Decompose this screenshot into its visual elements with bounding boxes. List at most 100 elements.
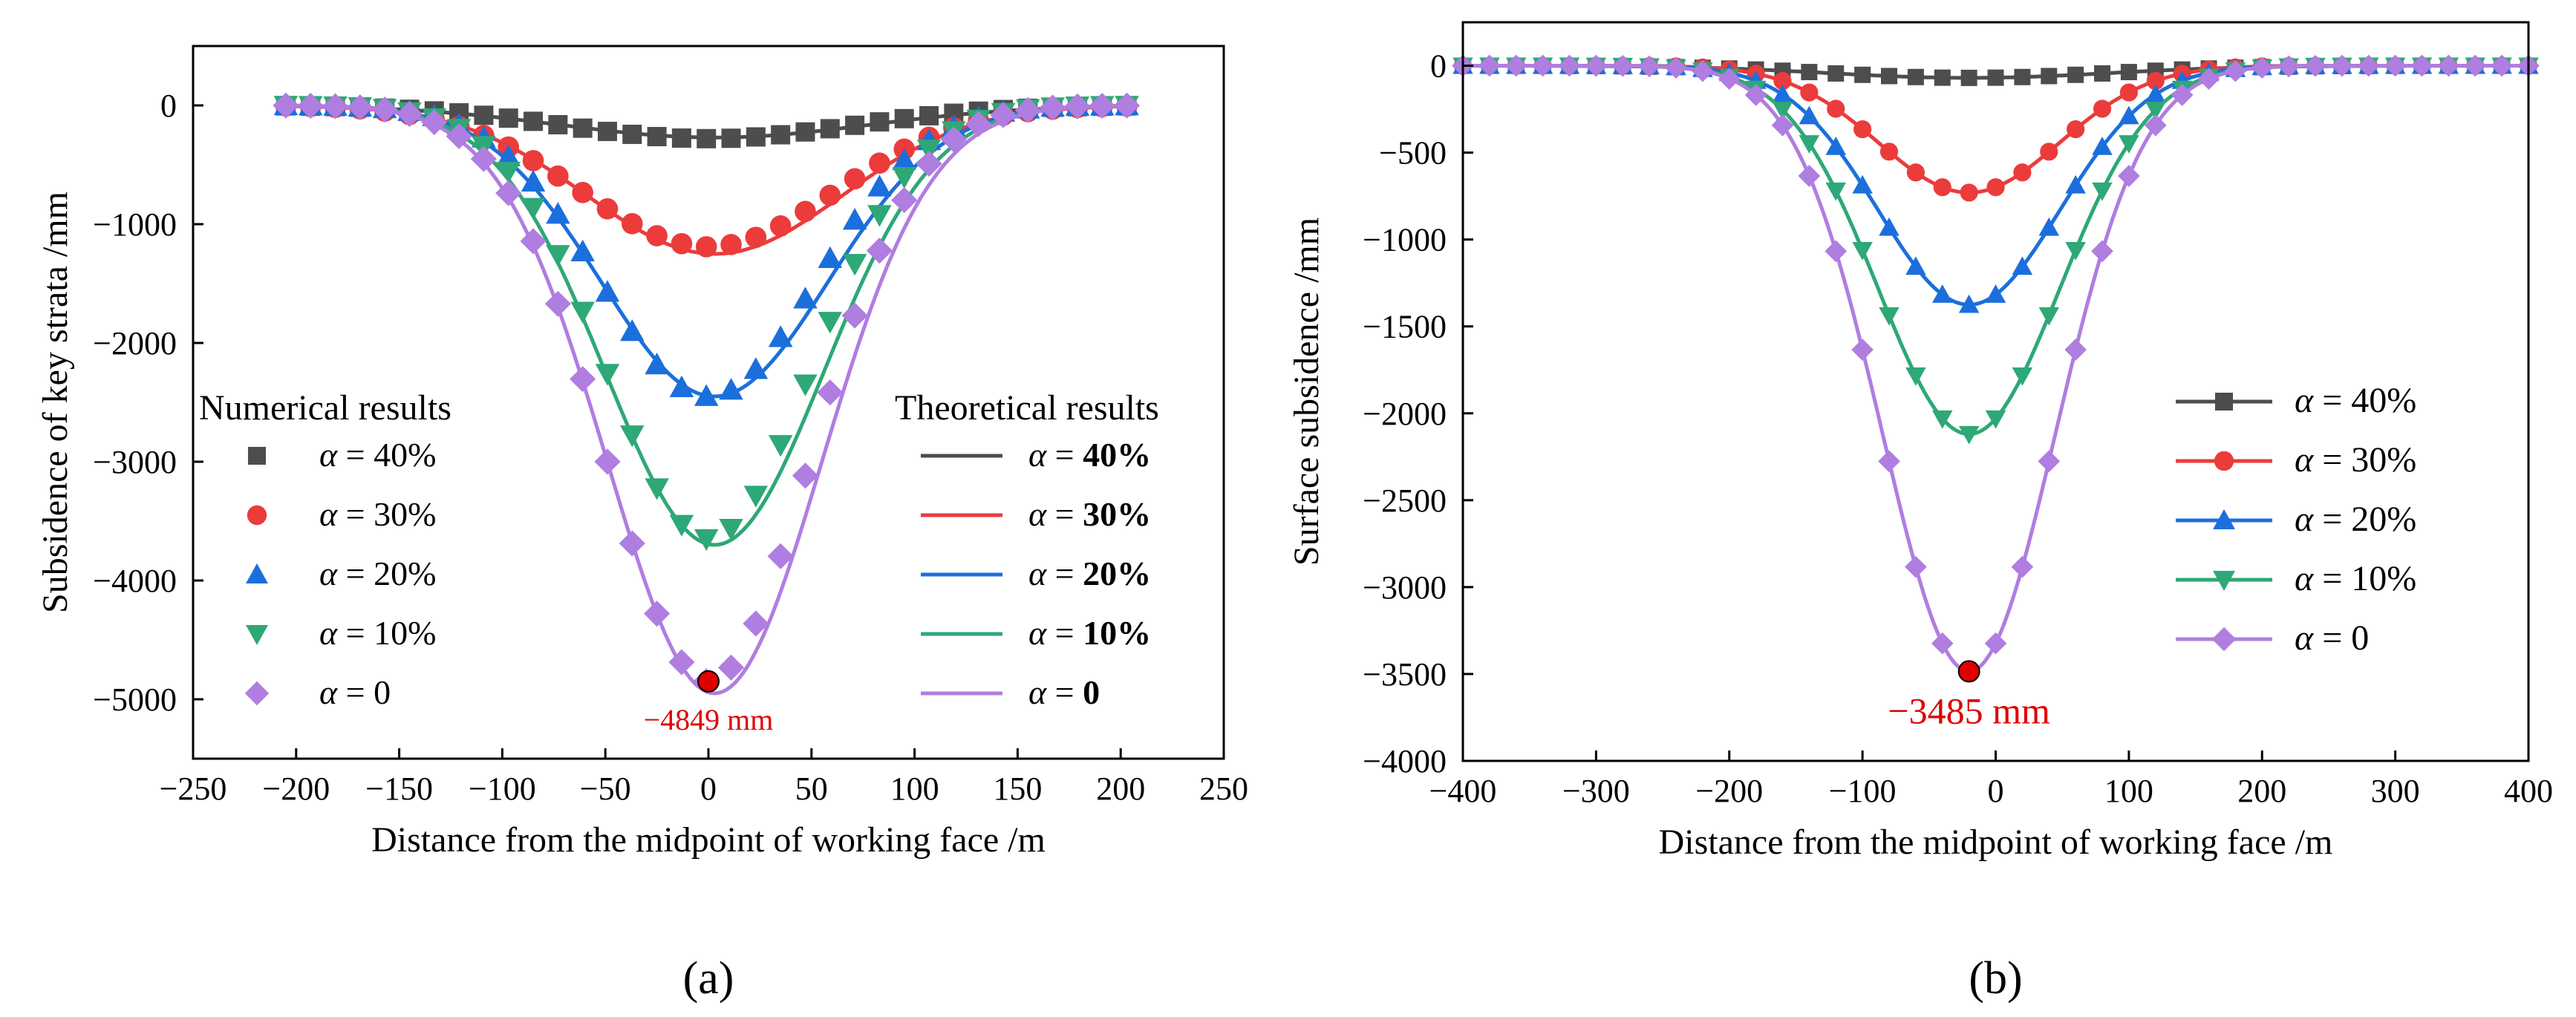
- data-point: [1906, 163, 1925, 182]
- alpha-symbol: α: [319, 673, 338, 711]
- data-point: [1040, 94, 1066, 121]
- x-tick-label: 50: [795, 771, 828, 807]
- alpha-symbol: α: [1028, 495, 1047, 533]
- data-point: [1851, 339, 1874, 361]
- x-axis-title: Distance from the midpoint of working fa…: [371, 820, 1046, 860]
- data-point: [1984, 632, 2007, 655]
- equals-sign: =: [2313, 618, 2351, 658]
- equals-sign: =: [2313, 381, 2351, 420]
- data-point: [1854, 66, 1871, 83]
- y-tick-label: −5000: [93, 681, 177, 718]
- alpha-value: 10%: [374, 614, 436, 652]
- series-line-1: [285, 104, 1132, 256]
- data-point: [1881, 68, 1897, 85]
- y-tick-label: −1000: [1363, 222, 1447, 258]
- data-point: [322, 93, 349, 120]
- legend-marker: [246, 625, 268, 645]
- data-point: [2092, 182, 2113, 201]
- data-point: [2331, 54, 2353, 77]
- legend-entry: α = 20%: [2295, 500, 2416, 539]
- legend-title: Theoretical results: [895, 388, 1159, 428]
- alpha-value: 0: [1083, 673, 1100, 711]
- alpha-value: 10%: [1083, 614, 1151, 652]
- data-point: [1879, 217, 1900, 236]
- y-tick-label: −3500: [1363, 656, 1447, 693]
- data-point: [866, 238, 893, 264]
- data-point: [496, 161, 521, 184]
- data-point: [573, 118, 593, 138]
- y-tick-label: −3000: [93, 444, 177, 480]
- data-point: [1585, 54, 1608, 77]
- alpha-symbol: α: [319, 495, 338, 533]
- data-point: [2118, 165, 2140, 187]
- peak-annotation: −4849 mm: [644, 703, 774, 736]
- data-point: [2012, 256, 2033, 275]
- data-point: [2011, 555, 2034, 578]
- legend-entry: α = 10%: [2295, 559, 2416, 598]
- data-point: [1907, 68, 1924, 85]
- data-point: [671, 128, 691, 148]
- equals-sign: =: [337, 495, 374, 533]
- data-point: [869, 152, 890, 174]
- legend-entry: α = 30%: [1028, 495, 1151, 533]
- data-point: [2145, 84, 2166, 103]
- data-point: [940, 126, 967, 153]
- data-point: [572, 182, 593, 203]
- data-point: [668, 649, 695, 676]
- data-point: [1504, 54, 1527, 77]
- data-point: [1852, 241, 1873, 261]
- chart-panel-a: −4849 mm −250 −200 −150 −100 −50 0 50 100 150 200 2…: [36, 45, 1248, 1004]
- data-point: [1905, 256, 1926, 275]
- data-point: [746, 127, 766, 147]
- data-point: [347, 94, 374, 121]
- data-point: [2065, 241, 2086, 261]
- data-point: [2224, 59, 2247, 82]
- data-point: [2144, 114, 2167, 137]
- data-point: [769, 215, 792, 237]
- alpha-symbol: α: [319, 555, 338, 592]
- data-point: [446, 122, 472, 150]
- alpha-value: 0: [2351, 618, 2369, 658]
- data-point: [818, 312, 843, 334]
- data-point: [793, 287, 818, 309]
- data-point: [1692, 59, 1714, 82]
- data-point: [620, 319, 645, 341]
- equals-sign: =: [1046, 614, 1083, 652]
- data-point: [371, 97, 398, 123]
- x-axis-title: Distance from the midpoint of working fa…: [1659, 823, 2333, 862]
- data-point: [1665, 56, 1687, 79]
- x-tick-label: −200: [262, 771, 330, 807]
- data-point: [1772, 102, 1793, 120]
- data-point: [669, 375, 694, 397]
- data-point: [2038, 450, 2061, 473]
- data-point: [1113, 92, 1141, 119]
- data-point: [1905, 367, 1926, 386]
- legend-entry: α = 30%: [2295, 440, 2416, 480]
- alpha-symbol: α: [319, 436, 338, 474]
- data-point: [1825, 240, 1848, 263]
- legend: α = 40%α = 30%α = 20%α = 10%α = 0: [2176, 381, 2416, 658]
- equals-sign: =: [1046, 555, 1083, 592]
- legend-entry: α = 0: [319, 673, 391, 711]
- legend-marker: [248, 447, 266, 465]
- alpha-symbol: α: [2295, 618, 2314, 658]
- data-point: [990, 102, 1017, 128]
- data-point: [1799, 105, 1820, 125]
- data-point: [743, 485, 769, 508]
- data-point: [792, 462, 819, 489]
- data-point: [1799, 135, 1820, 154]
- data-point: [2119, 83, 2138, 102]
- data-point: [1931, 632, 1954, 655]
- data-point: [842, 208, 867, 230]
- data-point: [1825, 136, 1846, 155]
- data-point: [1827, 65, 1845, 82]
- data-point: [1478, 54, 1501, 77]
- y-tick-label: −3000: [1363, 569, 1447, 606]
- equals-sign: =: [337, 614, 374, 652]
- equals-sign: =: [337, 555, 374, 592]
- series-line-3: [1463, 64, 2528, 436]
- data-point: [495, 180, 522, 206]
- data-point: [2304, 54, 2326, 77]
- data-point: [669, 514, 694, 537]
